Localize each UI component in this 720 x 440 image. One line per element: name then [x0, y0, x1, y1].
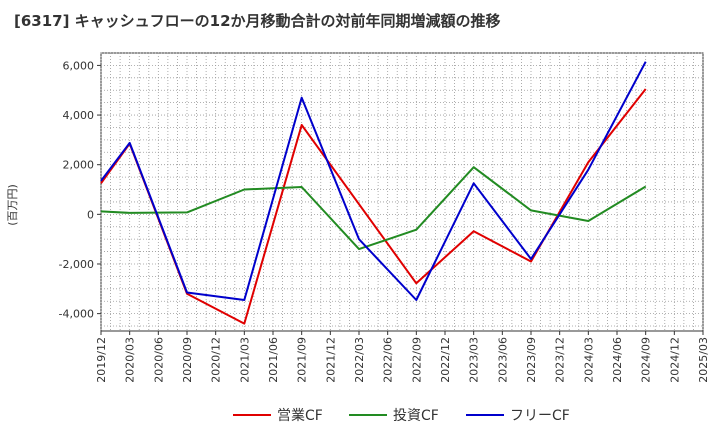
x-tick-label: 2024/12	[668, 337, 681, 383]
series-line	[100, 61, 647, 301]
y-tick-label: 2,000	[63, 159, 95, 172]
x-tick-label: 2022/06	[382, 337, 395, 383]
x-tick-label: 2020/09	[181, 337, 194, 383]
legend-label: 営業CF	[277, 408, 323, 424]
x-tick-label: 2021/09	[296, 337, 309, 383]
x-tick-label: 2023/12	[554, 337, 567, 383]
y-tick-label: 4,000	[63, 109, 95, 122]
legend-label: フリーCF	[510, 408, 570, 424]
x-tick-label: 2020/03	[124, 337, 137, 383]
x-tick-label: 2022/03	[353, 337, 366, 383]
axis-layer: 6,000 4,000 2,000 0 -2,000 -4,000 2019/12 2020/…	[59, 59, 710, 382]
x-tick-label: 2021/06	[267, 337, 280, 383]
x-tick-label: 2020/12	[210, 337, 223, 383]
x-tick-label: 2021/12	[324, 337, 337, 383]
x-tick-label: 2024/09	[640, 337, 653, 383]
x-tick-label: 2022/09	[410, 337, 423, 383]
x-tick-label: 2020/06	[152, 337, 165, 383]
x-tick-label: 2024/03	[582, 337, 595, 383]
plot-area	[100, 52, 704, 332]
x-tick-label: 2023/03	[468, 337, 481, 383]
chart-title: [6317] キャッシュフローの12か月移動合計の対前年同期増減額の推移	[14, 12, 501, 30]
y-tick-label: -2,000	[59, 258, 94, 271]
y-tick-label: 0	[87, 208, 94, 221]
x-tick-label: 2021/03	[238, 337, 251, 383]
x-tick-label: 2023/09	[525, 337, 538, 383]
y-tick-label: -4,000	[59, 308, 94, 321]
legend: 営業CF 投資CF フリーCF	[233, 408, 570, 424]
x-tick-label: 2023/06	[496, 337, 509, 383]
x-tick-label: 2024/06	[611, 337, 624, 383]
series-layer	[100, 61, 647, 325]
x-tick-label: 2025/03	[697, 337, 710, 383]
x-tick-label: 2022/12	[439, 337, 452, 383]
y-tick-label: 6,000	[63, 59, 95, 72]
x-tick-label: 2019/12	[95, 337, 108, 383]
legend-label: 投資CF	[393, 408, 439, 424]
y-axis-title: (百万円)	[6, 184, 19, 226]
series-line	[100, 166, 647, 251]
grid-layer	[100, 52, 704, 332]
